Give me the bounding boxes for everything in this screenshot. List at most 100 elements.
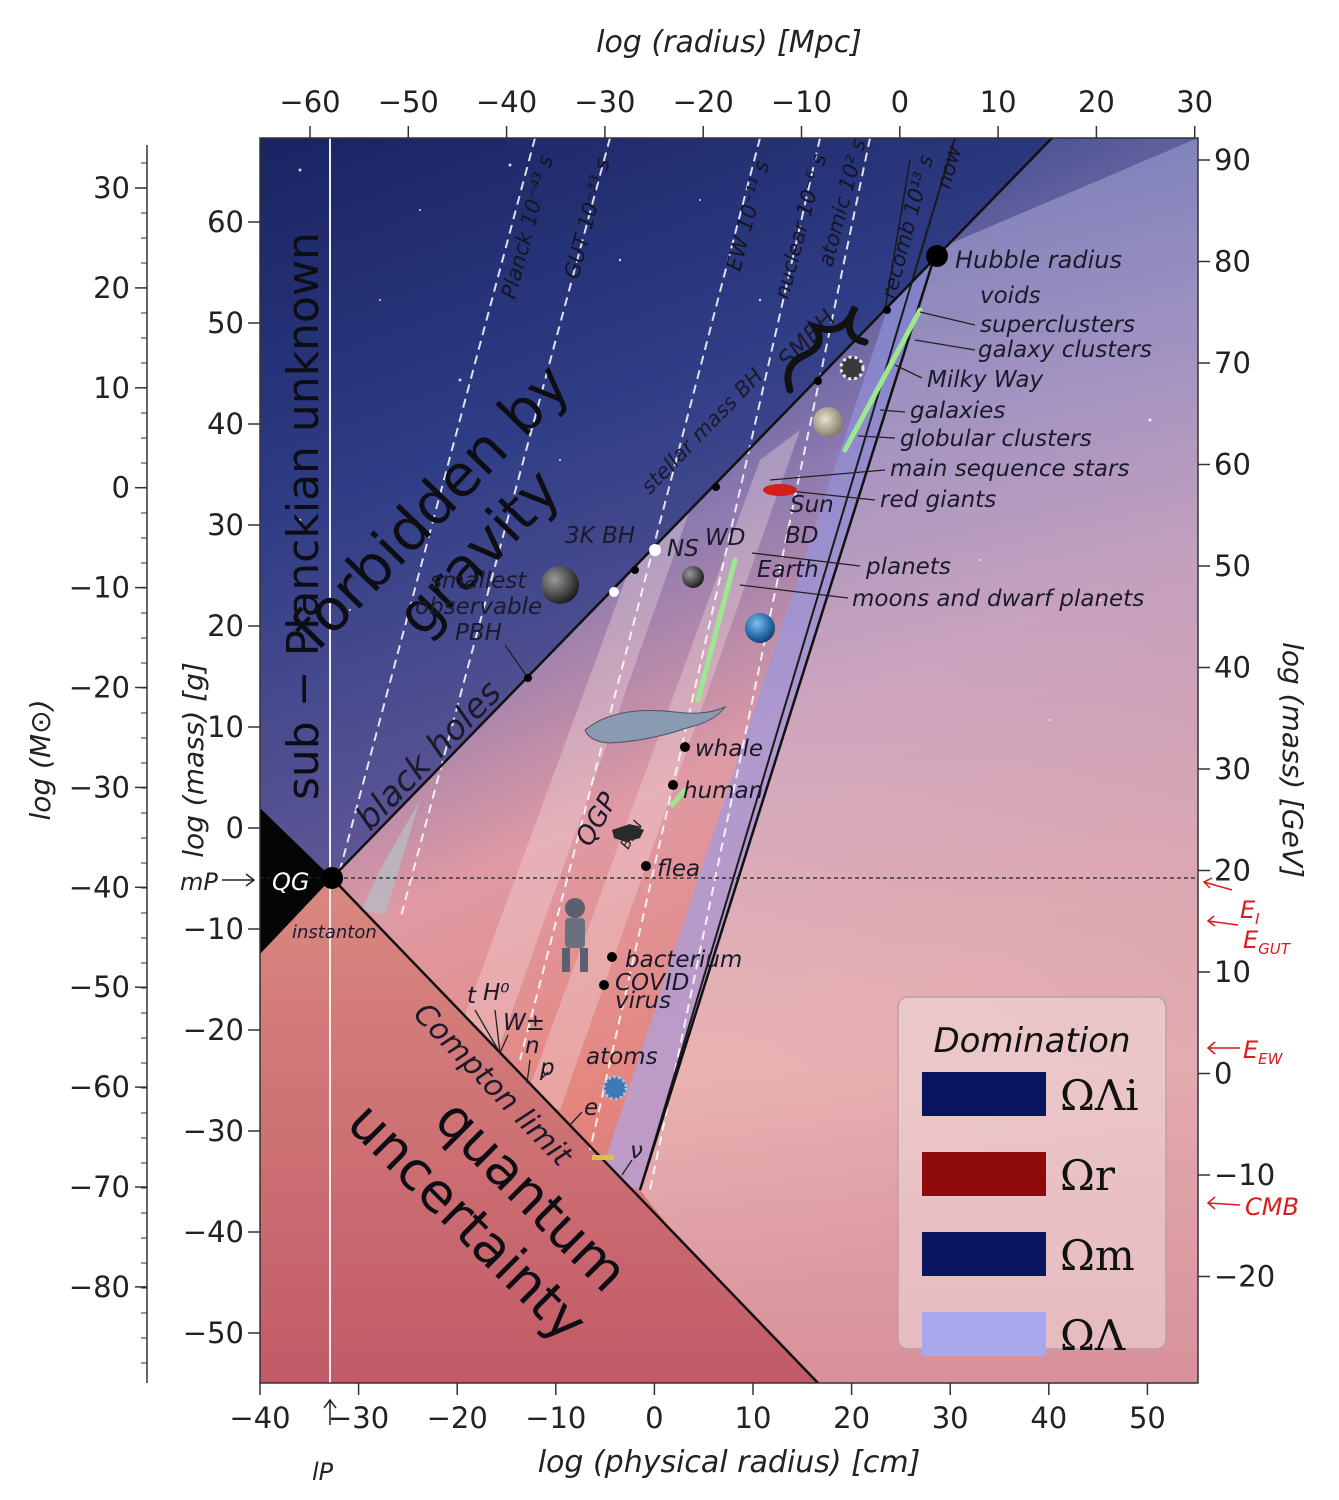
left-inner-axis-tick-label: 60 xyxy=(207,205,244,239)
left-outer-axis-tick-label: −80 xyxy=(69,1270,130,1304)
legend-swatch xyxy=(922,1072,1046,1116)
legend-title: Domination xyxy=(933,1021,1130,1061)
top-axis-tick-label: −40 xyxy=(476,85,537,119)
object-labels: voids superclusters galaxy clusters Milk… xyxy=(415,283,1152,1164)
right-axis-tick-label: −20 xyxy=(1214,1260,1275,1294)
smbh-brace xyxy=(784,305,869,394)
neutrino-band xyxy=(592,1155,614,1160)
right-axis-tick-label: 80 xyxy=(1214,245,1251,279)
left-outer-axis-tick-label: 30 xyxy=(93,171,130,205)
voids-label: voids xyxy=(980,283,1041,309)
left-outer-axis-tick-label: 0 xyxy=(112,471,130,505)
gas-planet-icon xyxy=(682,566,704,588)
top-axis-tick-label: 0 xyxy=(891,85,909,119)
left-inner-axis-label: log (mass) [g] xyxy=(177,662,210,858)
wd-label: WD xyxy=(705,525,745,551)
globular-label: globular clusters xyxy=(900,426,1092,452)
legend-label: ΩΛi xyxy=(1060,1071,1139,1120)
forbidden-region xyxy=(260,138,1052,878)
left-inner-axis-tick-label: 50 xyxy=(207,306,244,340)
top-axis-tick-label: 10 xyxy=(980,85,1017,119)
electron-label: e xyxy=(584,1095,598,1121)
star-field xyxy=(298,163,1152,721)
right-axis-tick-label: 50 xyxy=(1214,549,1251,583)
quantum-region xyxy=(260,878,818,1383)
main-sequence-label: main sequence stars xyxy=(890,456,1129,482)
left-outer-axis-tick-label: −50 xyxy=(69,970,130,1004)
left-inner-axis-tick-label: 10 xyxy=(207,710,244,744)
left-outer-axis-tick-label: −30 xyxy=(69,770,130,804)
covid-label-1: COVID xyxy=(615,970,689,996)
cluster-icon xyxy=(839,355,865,381)
left-outer-axis-tick-label: −60 xyxy=(69,1070,130,1104)
astronaut-icon xyxy=(562,898,588,972)
plot-area: forbidden by gravity sub − Planckian unk… xyxy=(260,138,1198,1383)
mp-arrow xyxy=(222,873,256,887)
energy-ew: EEW xyxy=(1243,1036,1284,1068)
left-inner-axis-tick-label: 40 xyxy=(207,407,244,441)
left-inner-axis-tick-label: −40 xyxy=(183,1215,244,1249)
bottom-axis-tick-label: 50 xyxy=(1129,1401,1166,1435)
left-inner-axis-tick-label: −10 xyxy=(183,912,244,946)
virus-icon xyxy=(602,1075,628,1101)
left-inner-axis-tick-label: 20 xyxy=(207,609,244,643)
legend-label: Ωr xyxy=(1060,1151,1116,1200)
now-line xyxy=(639,138,956,1191)
human-label: human xyxy=(683,778,763,804)
left-inner-axis-tick-label: −30 xyxy=(183,1114,244,1148)
top-axis-tick-label: −30 xyxy=(574,85,635,119)
whale-label: whale xyxy=(695,736,763,762)
hubble-point xyxy=(926,245,948,267)
instanton-label: instanton xyxy=(292,922,377,943)
covid-label-2: virus xyxy=(615,988,671,1014)
flea-icon xyxy=(612,824,644,842)
stripe-2 xyxy=(525,430,800,1110)
right-axis-tick-label: 0 xyxy=(1214,1057,1232,1091)
sun-icon xyxy=(763,484,797,496)
energy-cmb: CMB xyxy=(1245,1193,1299,1221)
sun-label: Sun xyxy=(790,492,834,518)
right-axis-tick-label: −10 xyxy=(1214,1158,1275,1192)
bottom-axis-tick-label: 30 xyxy=(932,1401,969,1435)
bd-label: BD xyxy=(785,523,819,549)
top-axis-tick-label: −20 xyxy=(673,85,734,119)
legend-label: ΩΛ xyxy=(1060,1311,1126,1360)
top-axis-tick-label: −10 xyxy=(771,85,832,119)
bottom-axis-tick-label: 40 xyxy=(1030,1401,1067,1435)
top-axis-tick-label: 30 xyxy=(1176,85,1213,119)
bottom-axis-tick-label: −40 xyxy=(229,1401,290,1435)
atoms-label: atoms xyxy=(586,1044,658,1070)
w-boson-label: W± xyxy=(503,1010,545,1036)
sub-planckian-label: sub − Planckian unknown xyxy=(278,232,329,800)
top-axis-tick-label: 20 xyxy=(1078,85,1115,119)
bottom-axis-tick-label: 10 xyxy=(735,1401,772,1435)
whale-icon xyxy=(584,705,727,744)
proton-label: p xyxy=(539,1055,555,1081)
legend-swatch xyxy=(922,1232,1046,1276)
qg-triangle xyxy=(260,808,332,954)
earth-label: Earth xyxy=(757,557,819,583)
compton-line xyxy=(331,877,819,1383)
top-axis-tick-label: −60 xyxy=(279,85,340,119)
galaxies-label: galaxies xyxy=(910,398,1005,424)
left-inner-axis-tick-label: 30 xyxy=(207,508,244,542)
energy-inflation: EI xyxy=(1240,896,1260,928)
galaxy-clusters-label: galaxy clusters xyxy=(978,337,1152,363)
right-axis-tick-label: 30 xyxy=(1214,752,1251,786)
left-outer-axis-tick-label: 10 xyxy=(93,371,130,405)
ns-label: NS xyxy=(667,536,699,562)
left-outer-axis-label: log (M⊙) xyxy=(24,699,57,820)
earth-icon xyxy=(745,613,775,643)
stripe-1 xyxy=(430,510,690,1130)
bottom-axis-tick-label: 20 xyxy=(833,1401,870,1435)
axes: −60 −50 −40 −30 −20 −10 0 10 20 30 −40 −30 −20 −10 0 10… xyxy=(69,85,1275,1435)
3k-bh-label: 3K BH xyxy=(565,523,635,549)
bottom-axis-tick-label: −20 xyxy=(427,1401,488,1435)
right-axis-tick-label: 10 xyxy=(1214,955,1251,989)
pbh-label-1: smallest xyxy=(430,568,527,594)
top-axis-label: log (radius) [Mpc] xyxy=(596,25,862,60)
grey-strip xyxy=(362,800,420,915)
legend-swatch xyxy=(922,1152,1046,1196)
flea-label: flea xyxy=(657,856,700,882)
